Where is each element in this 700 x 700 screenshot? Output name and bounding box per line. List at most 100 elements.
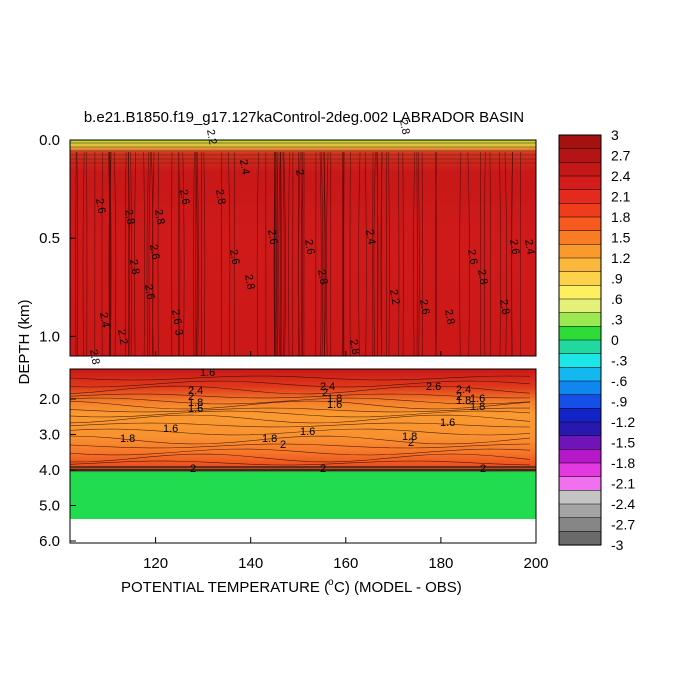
colorbar-label: -2.7 [611,517,635,533]
contour-label: 2.8 [442,308,456,325]
upper-panel-frame [69,139,537,357]
colorbar-swatch [558,408,602,423]
colorbar-swatch [558,394,602,409]
colorbar-label: -2.4 [611,496,635,512]
contour-label: 2.6 [93,197,107,214]
contour-label: 2 [456,391,462,403]
contour-label: 1.6 [200,367,215,379]
y-axis-lower: 2.0 3.0 4.0 5.0 6.0 [39,391,76,550]
colorbar-label: -3 [611,537,624,553]
contour-line [283,151,286,357]
contour-line [113,151,117,357]
contour-label: 2.4 [237,158,251,175]
contour-line [69,422,531,428]
x-axis: 120 140 160 180 200 [143,351,549,572]
contour-line [282,151,285,357]
colorbar-swatch [558,244,602,259]
upper-panel: 2.62.42.22.82.82.632.82.62.42.222.62.82.… [69,118,537,366]
y-axis-label: DEPTH (km) [16,300,33,385]
chart-title: b.e21.B1850.f19_g17.127kaControl-2deg.00… [84,109,524,126]
colorbar-label: -1.5 [611,435,635,451]
lower-panel-nodata [71,519,535,543]
colorbar-swatch [558,134,602,150]
colorbar-swatch [558,312,602,327]
contour-line [499,151,501,357]
colorbar-swatch [558,462,602,478]
y-tick-label: 6.0 [39,533,60,550]
contour-line [435,151,437,357]
contour-line [69,385,531,395]
contour-line [69,393,531,399]
colorbar-label: 3 [611,127,619,143]
x-axis-label: POTENTIAL TEMPERATURE ( o C) (MODEL - OB… [121,577,462,596]
colorbar-label: -.9 [611,394,628,410]
contour-line [182,151,185,357]
contour-label: 2.4 [97,311,111,328]
y-tick-label: 0.5 [39,230,60,247]
contour-line [69,414,531,424]
contour-label: 2.2 [387,288,401,305]
contour-label: 1.8 [456,395,471,407]
contour-label: 2.8 [347,338,361,355]
contour-line [228,151,231,357]
contour-label: 2.2 [115,328,129,345]
contour-line [134,151,136,357]
colorbar-label: 1.2 [611,250,631,266]
contour-label: 2.8 [397,118,411,135]
contour-line [233,151,236,357]
contour-label: 2 [280,439,286,451]
colorbar-swatch [558,298,602,314]
contour-label: 1.8 [327,393,342,405]
contour-line [301,151,303,357]
contour-line [76,151,79,357]
contour-label: 2.4 [188,385,203,397]
contour-line [178,151,181,357]
colorbar-swatch [558,367,602,382]
contour-line [484,151,486,357]
contour-label: 2.6 [417,298,431,315]
contour-label: 1.6 [327,399,342,411]
contour-line [193,151,195,357]
contour-line [128,151,131,357]
colorbar-label: 2.1 [611,189,631,205]
contour-label: 2.8 [475,268,489,285]
contour-label: 2.6 [169,308,183,325]
contour-line [69,448,531,456]
contour-line [221,151,223,357]
contour-label: 2 [320,463,326,475]
colorbar-swatch [558,175,602,191]
y-tick-label: 3.0 [39,426,60,443]
x-tick-label: 180 [428,555,453,572]
contour-label: 2.6 [426,381,441,393]
colorbar-label: -1.8 [611,455,635,471]
contour-line [69,460,531,466]
colorbar-swatch [558,257,602,273]
y-tick-label: 2.0 [39,391,60,408]
x-tick-label: 200 [523,555,548,572]
upper-panel-contour-labels: 2.62.42.22.82.82.632.82.62.42.222.62.82.… [87,118,536,365]
contour-label: 3 [172,328,185,336]
contour-line [364,151,367,357]
contour-line [124,151,127,357]
colorbar-swatch [558,503,602,519]
contour-line [358,151,361,357]
contour-label: 1.6 [163,423,178,435]
y-tick-label: 1.0 [39,328,60,345]
contour-label: 1.8 [188,397,203,409]
contour-line [385,151,388,357]
contour-label: 2.6 [507,238,521,255]
contour-line [280,151,282,357]
contour-line [467,151,470,357]
colorbar-swatch [558,531,602,546]
contour-line [276,151,279,357]
colorbar-swatch [558,189,602,204]
colorbar-swatch [558,271,602,286]
colorbar-label: 1.5 [611,230,631,246]
contour-line [69,410,531,418]
contour-label: 2.6 [302,238,316,255]
contour-label: 2.4 [456,384,471,396]
contour-line [82,151,85,357]
contour-line [157,151,160,357]
colorbar-label: -1.2 [611,414,635,430]
